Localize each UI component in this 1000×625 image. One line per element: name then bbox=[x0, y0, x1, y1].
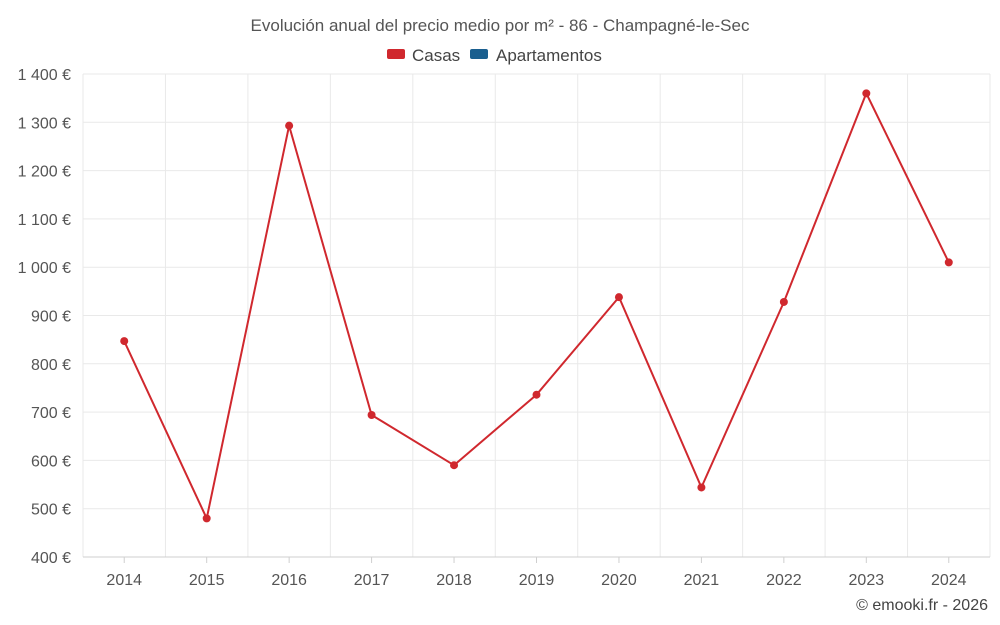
data-point-casas-2024[interactable] bbox=[945, 258, 953, 266]
data-point-casas-2019[interactable] bbox=[533, 391, 541, 399]
y-tick-label: 900 € bbox=[31, 309, 71, 326]
x-tick-label: 2017 bbox=[354, 572, 390, 589]
y-tick-label: 600 € bbox=[31, 453, 71, 470]
x-tick-label: 2020 bbox=[601, 572, 637, 589]
legend-item-casas[interactable]: Casas bbox=[387, 46, 460, 65]
data-point-casas-2021[interactable] bbox=[697, 483, 705, 491]
legend: Casas Apartamentos bbox=[387, 46, 602, 65]
y-tick-label: 1 000 € bbox=[18, 260, 71, 277]
y-tick-label: 400 € bbox=[31, 550, 71, 567]
y-tick-label: 1 100 € bbox=[18, 212, 71, 229]
legend-swatch-apartamentos bbox=[470, 49, 488, 59]
y-tick-label: 800 € bbox=[31, 357, 71, 374]
x-tick-label: 2023 bbox=[849, 572, 885, 589]
y-tick-label: 500 € bbox=[31, 502, 71, 519]
x-tick-label: 2014 bbox=[106, 572, 142, 589]
y-tick-label: 1 400 € bbox=[18, 67, 71, 84]
x-tick-label: 2024 bbox=[931, 572, 967, 589]
legend-swatch-casas bbox=[387, 49, 405, 59]
data-point-casas-2018[interactable] bbox=[450, 461, 458, 469]
data-point-casas-2023[interactable] bbox=[862, 89, 870, 97]
x-tick-label: 2019 bbox=[519, 572, 555, 589]
data-point-casas-2022[interactable] bbox=[780, 298, 788, 306]
y-tick-label: 1 200 € bbox=[18, 164, 71, 181]
data-point-casas-2016[interactable] bbox=[285, 122, 293, 130]
grid bbox=[83, 74, 990, 557]
data-point-casas-2015[interactable] bbox=[203, 514, 211, 522]
x-tick-label: 2015 bbox=[189, 572, 225, 589]
legend-item-apartamentos[interactable]: Apartamentos bbox=[470, 46, 602, 65]
chart-title: Evolución anual del precio medio por m² … bbox=[251, 16, 750, 35]
data-point-casas-2014[interactable] bbox=[120, 337, 128, 345]
x-tick-label: 2018 bbox=[436, 572, 472, 589]
y-tick-label: 700 € bbox=[31, 405, 71, 422]
x-tick-label: 2016 bbox=[271, 572, 307, 589]
series-layer bbox=[120, 89, 953, 522]
data-point-casas-2020[interactable] bbox=[615, 293, 623, 301]
y-tick-label: 1 300 € bbox=[18, 115, 71, 132]
x-tick-label: 2022 bbox=[766, 572, 802, 589]
credit-text: © emooki.fr - 2026 bbox=[856, 597, 988, 614]
x-tick-label: 2021 bbox=[684, 572, 720, 589]
legend-label-apartamentos: Apartamentos bbox=[496, 46, 602, 65]
legend-label-casas: Casas bbox=[412, 46, 460, 65]
y-axis: 400 € 500 € 600 € 700 € 800 € 900 € 1 000 € 1 1… bbox=[18, 67, 71, 567]
x-axis: 2014 2015 2016 2017 2018 2019 2020 2021 2022 2023… bbox=[83, 557, 990, 589]
data-point-casas-2017[interactable] bbox=[368, 411, 376, 419]
